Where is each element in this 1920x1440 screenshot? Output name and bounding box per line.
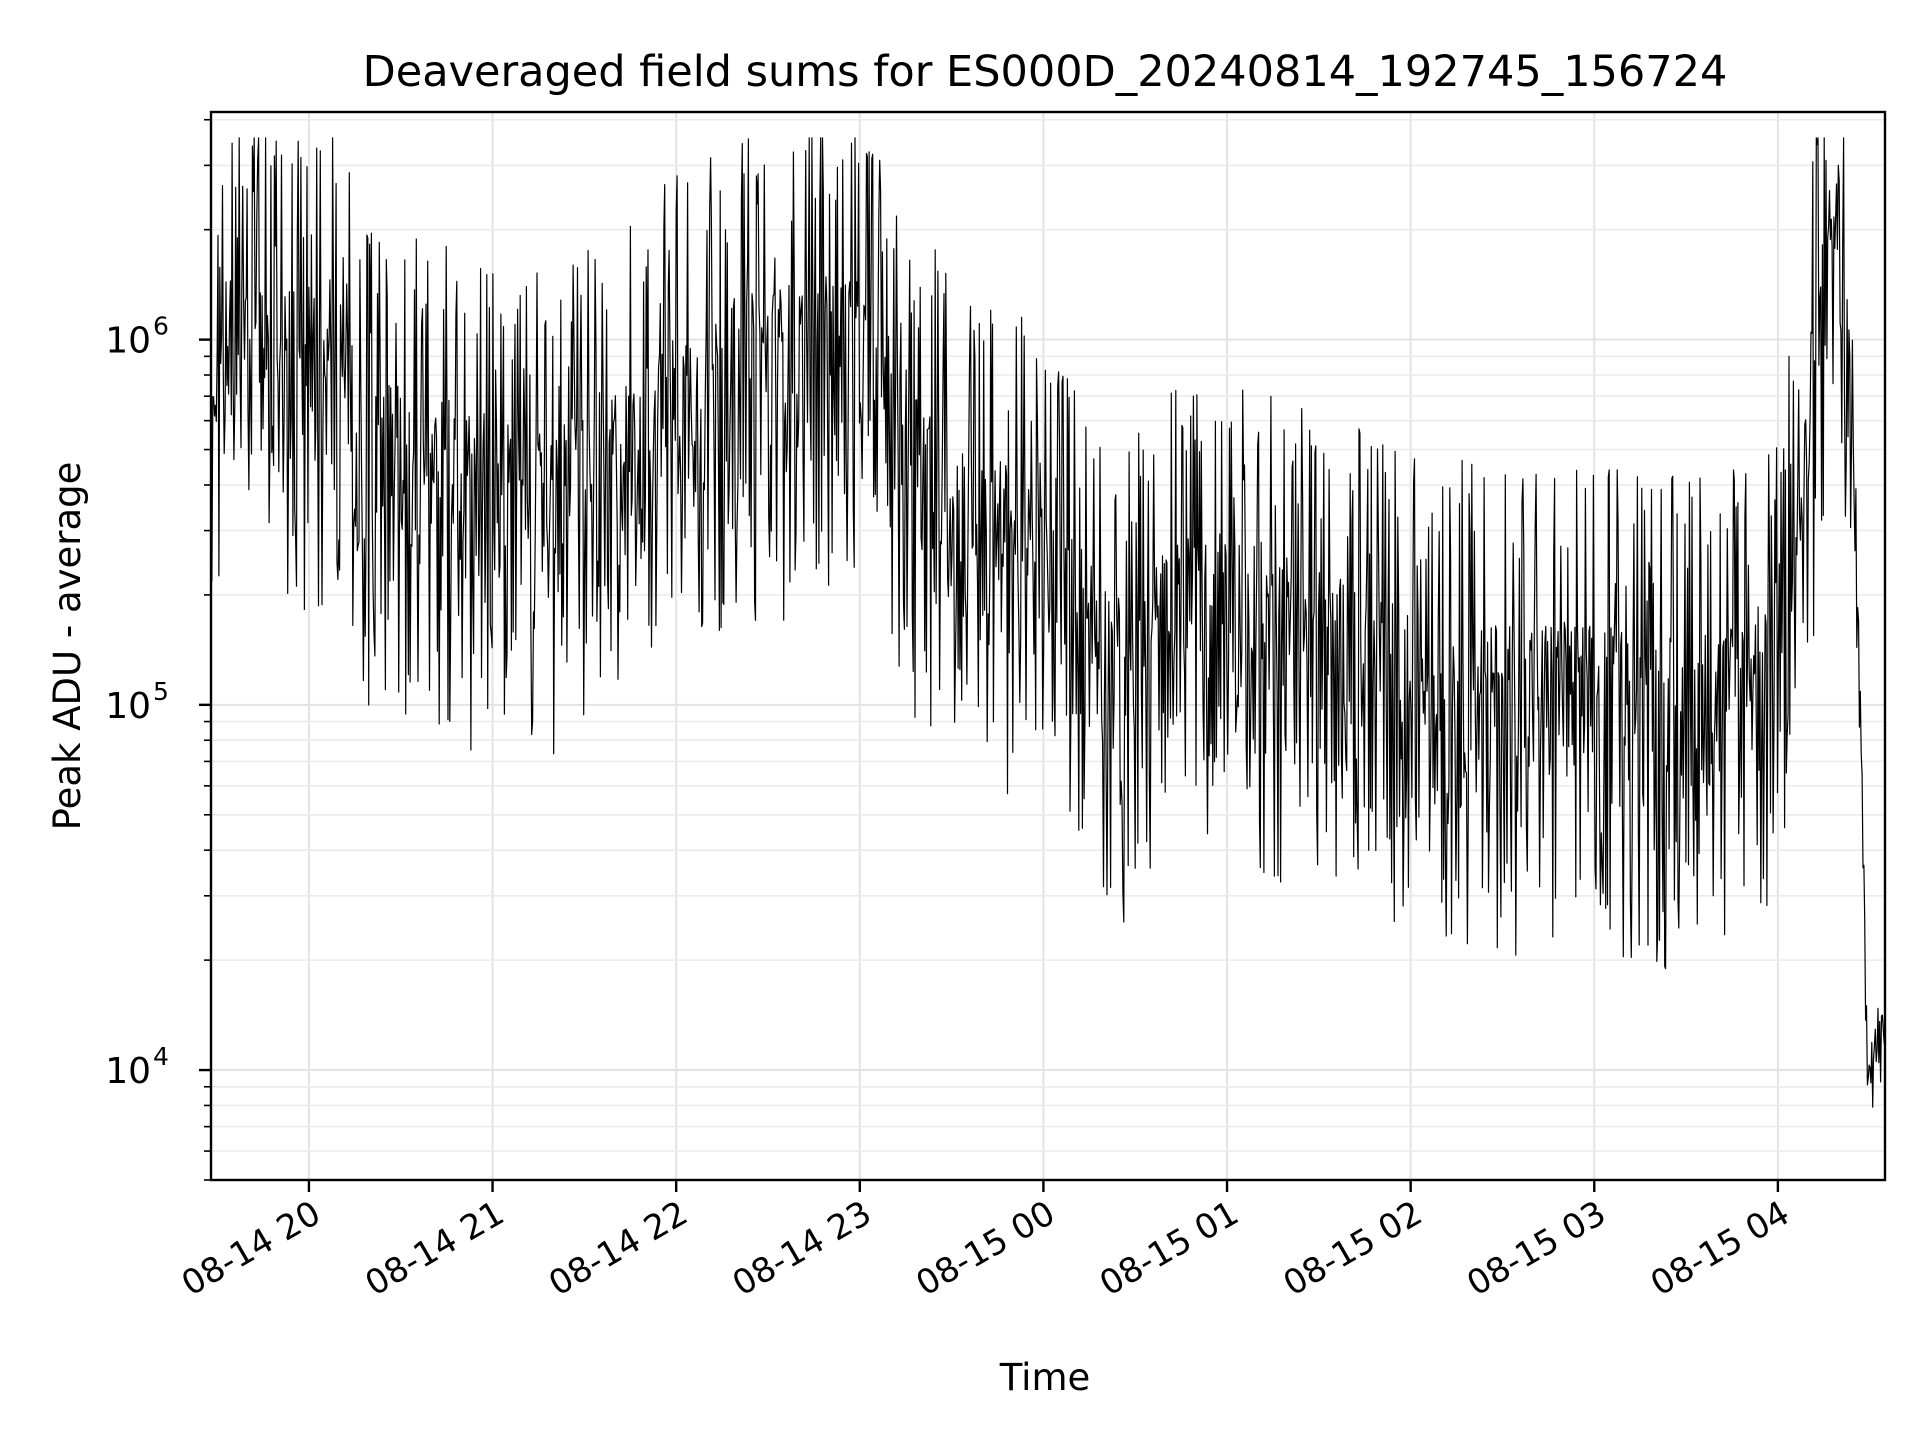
y-tick-label: 10: [105, 686, 151, 727]
y-tick-exponent: 4: [153, 1042, 169, 1071]
plot-data: [210, 137, 1886, 1108]
y-tick-label: 10: [105, 1051, 151, 1092]
plot-frame: [209, 110, 1887, 1182]
y-tick-exponent: 6: [153, 312, 169, 341]
x-axis-label: Time: [999, 1356, 1091, 1399]
y-axis-label: Peak ADU - average: [46, 462, 89, 831]
chart-title: Deaveraged field sums for ES000D_2024081…: [363, 47, 1728, 97]
y-tick-exponent: 5: [153, 677, 169, 706]
y-tick-label: 10: [105, 321, 151, 362]
series-line: [210, 137, 1886, 1108]
